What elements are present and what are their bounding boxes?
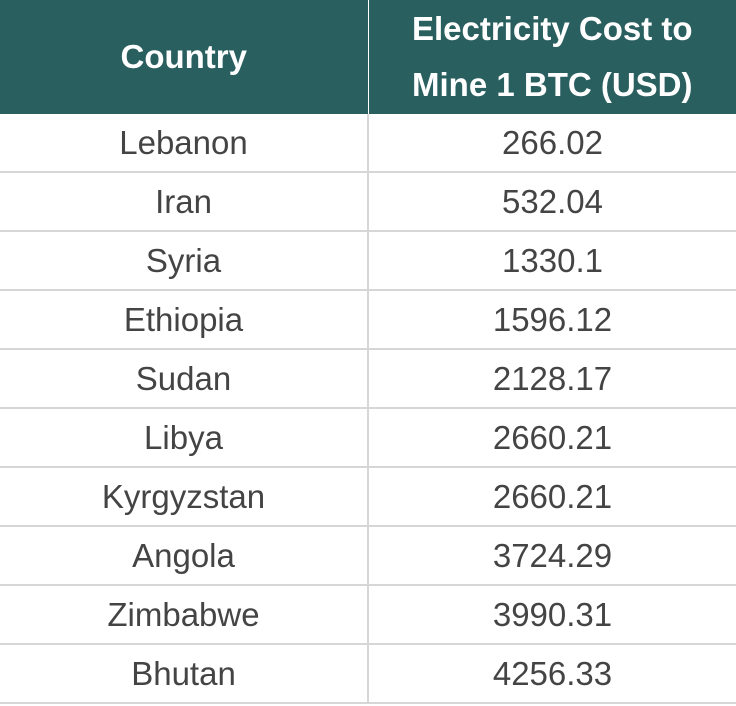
country-cell: Zimbabwe — [0, 585, 369, 645]
country-cell: Sudan — [0, 349, 369, 409]
country-cell: Syria — [0, 231, 369, 291]
table-body: Lebanon 266.02 Iran 532.04 Syria 1330.1 … — [0, 114, 736, 704]
table-row: Iran 532.04 — [0, 172, 736, 232]
cost-cell: 2128.17 — [368, 349, 736, 409]
cost-cell: 4256.33 — [368, 644, 736, 704]
header-electricity-cost-line-2: Mine 1 BTC (USD) — [412, 66, 693, 103]
cost-cell: 3724.29 — [368, 526, 736, 586]
cost-cell: 1596.12 — [368, 290, 736, 350]
header-country: Country — [0, 0, 369, 114]
country-cell: Ethiopia — [0, 290, 369, 350]
table-row: Lebanon 266.02 — [0, 114, 736, 173]
country-cell: Kyrgyzstan — [0, 467, 369, 527]
table-row: Zimbabwe 3990.31 — [0, 585, 736, 645]
cost-cell: 2660.21 — [368, 467, 736, 527]
cost-cell: 266.02 — [368, 114, 736, 173]
table-row: Angola 3724.29 — [0, 526, 736, 586]
cost-cell: 1330.1 — [368, 231, 736, 291]
cost-cell: 532.04 — [368, 172, 736, 232]
table-row: Syria 1330.1 — [0, 231, 736, 291]
header-electricity-cost: Electricity Cost to Mine 1 BTC (USD) — [368, 0, 736, 114]
cost-cell: 3990.31 — [368, 585, 736, 645]
table-row: Libya 2660.21 — [0, 408, 736, 468]
cost-cell: 2660.21 — [368, 408, 736, 468]
country-cell: Lebanon — [0, 114, 369, 173]
country-cell: Bhutan — [0, 644, 369, 704]
table-row: Sudan 2128.17 — [0, 349, 736, 409]
country-cell: Libya — [0, 408, 369, 468]
header-row: Country Electricity Cost to Mine 1 BTC (… — [0, 0, 736, 114]
table-row: Ethiopia 1596.12 — [0, 290, 736, 350]
table-row: Bhutan 4256.33 — [0, 644, 736, 704]
header-electricity-cost-line-1: Electricity Cost to — [411, 10, 693, 47]
table-row: Kyrgyzstan 2660.21 — [0, 467, 736, 527]
table-header: Country Electricity Cost to Mine 1 BTC (… — [0, 0, 736, 114]
country-cell: Angola — [0, 526, 369, 586]
country-cell: Iran — [0, 172, 369, 232]
